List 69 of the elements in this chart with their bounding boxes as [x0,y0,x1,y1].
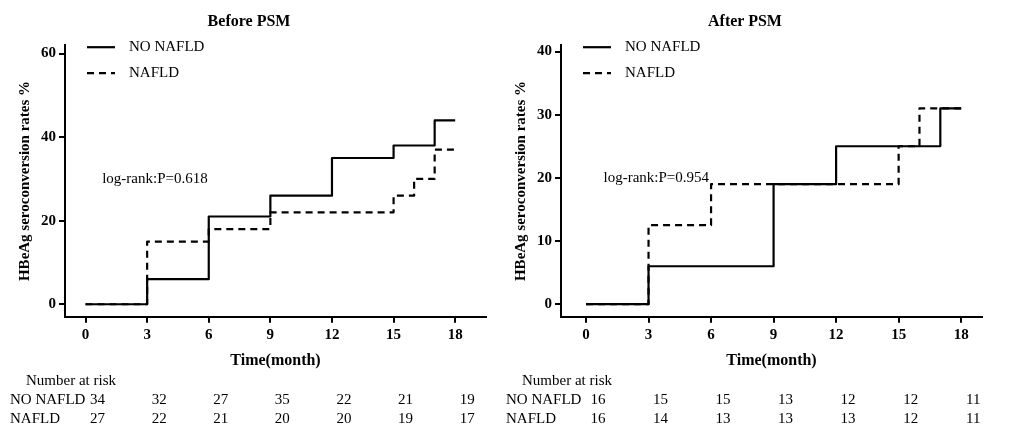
x-tick-label: 9 [266,325,275,342]
text: 13 [840,409,856,426]
annotation: log-rank:P=0.618 [102,169,208,186]
text: NO NAFLD [506,390,582,407]
x-tick-label: 18 [447,325,463,342]
x-tick-label: 3 [644,325,653,342]
x-tick-label: 18 [953,325,969,342]
y-tick-label: 0 [544,295,552,312]
y-tick-label: 40 [41,128,56,144]
chart-title: Before PSM [207,11,291,29]
text: NO NAFLD [10,390,86,407]
text: 14 [653,409,669,426]
y-axis-title: HBeAg seroconversion rates % [15,80,32,282]
text: 15 [715,390,731,407]
text: 22 [151,409,167,426]
x-axis-title: Time(month) [230,350,321,369]
text: 11 [965,390,981,407]
x-tick-label: 6 [707,325,716,342]
x-axis-title: Time(month) [726,350,817,369]
text: 19 [398,409,414,426]
text: 13 [778,390,794,407]
text: 20 [336,409,352,426]
text: 13 [715,409,731,426]
text: 16 [590,409,607,426]
text: 16 [590,390,607,407]
y-tick-label: 20 [537,168,552,185]
y-axis-title: HBeAg seroconversion rates % [511,80,528,282]
text: 12 [840,390,856,407]
x-tick-label: 12 [324,325,340,342]
x-tick-label: 0 [582,325,590,342]
x-tick-label: 6 [205,325,214,342]
y-tick-label: 0 [48,295,56,312]
text: 13 [778,409,794,426]
text: 15 [653,390,669,407]
text: Number at risk [26,371,117,388]
chart-title: After PSM [708,11,782,29]
text: Number at risk [522,371,613,388]
x-tick-label: 3 [143,325,151,342]
text: 19 [459,390,475,407]
text: 12 [903,390,919,407]
y-tick-label: 40 [537,42,552,59]
x-tick-label: 0 [81,325,90,342]
x-tick-label: 15 [891,325,907,342]
text: 22 [336,390,352,407]
text: 27 [213,390,229,407]
text: 17 [459,409,476,426]
legend-label: NAFLD [129,64,180,81]
text: 21 [398,390,414,407]
text: 34 [90,390,106,407]
x-tick-label: 9 [769,325,778,342]
legend-label: NAFLD [625,64,676,81]
y-tick-label: 10 [537,231,552,248]
text: NAFLD [10,409,61,426]
text: 32 [151,390,167,407]
text: NAFLD [506,409,557,426]
y-tick-label: 60 [41,44,56,61]
y-tick-label: 20 [41,211,56,228]
text: 27 [90,409,106,426]
text: 11 [965,409,981,426]
x-tick-label: 12 [828,325,844,342]
x-tick-label: 15 [386,325,402,342]
text: 20 [274,409,290,426]
text: 12 [903,409,919,426]
y-tick-label: 30 [537,105,552,122]
text: 21 [213,409,229,426]
legend-label: NO NAFLD [625,38,701,55]
text: 35 [274,390,290,407]
annotation: log-rank:P=0.954 [603,168,710,185]
legend-label: NO NAFLD [129,38,205,55]
